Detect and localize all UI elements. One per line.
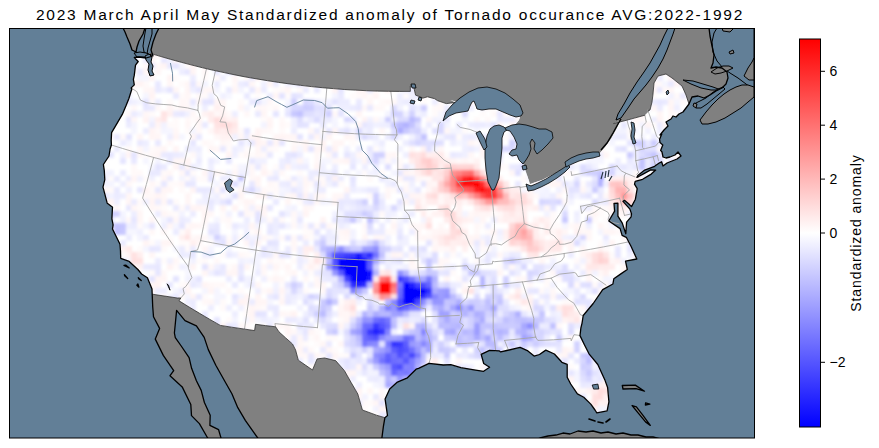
svg-text:2023 March April May Standardi: 2023 March April May Standardized anomal… [36,6,744,23]
svg-text:4: 4 [830,117,838,133]
svg-text:Standardized anomaly: Standardized anomaly [848,154,864,311]
svg-text:−2: −2 [830,354,846,370]
svg-text:0: 0 [830,225,838,241]
svg-text:6: 6 [830,63,838,79]
svg-text:2: 2 [830,171,838,187]
